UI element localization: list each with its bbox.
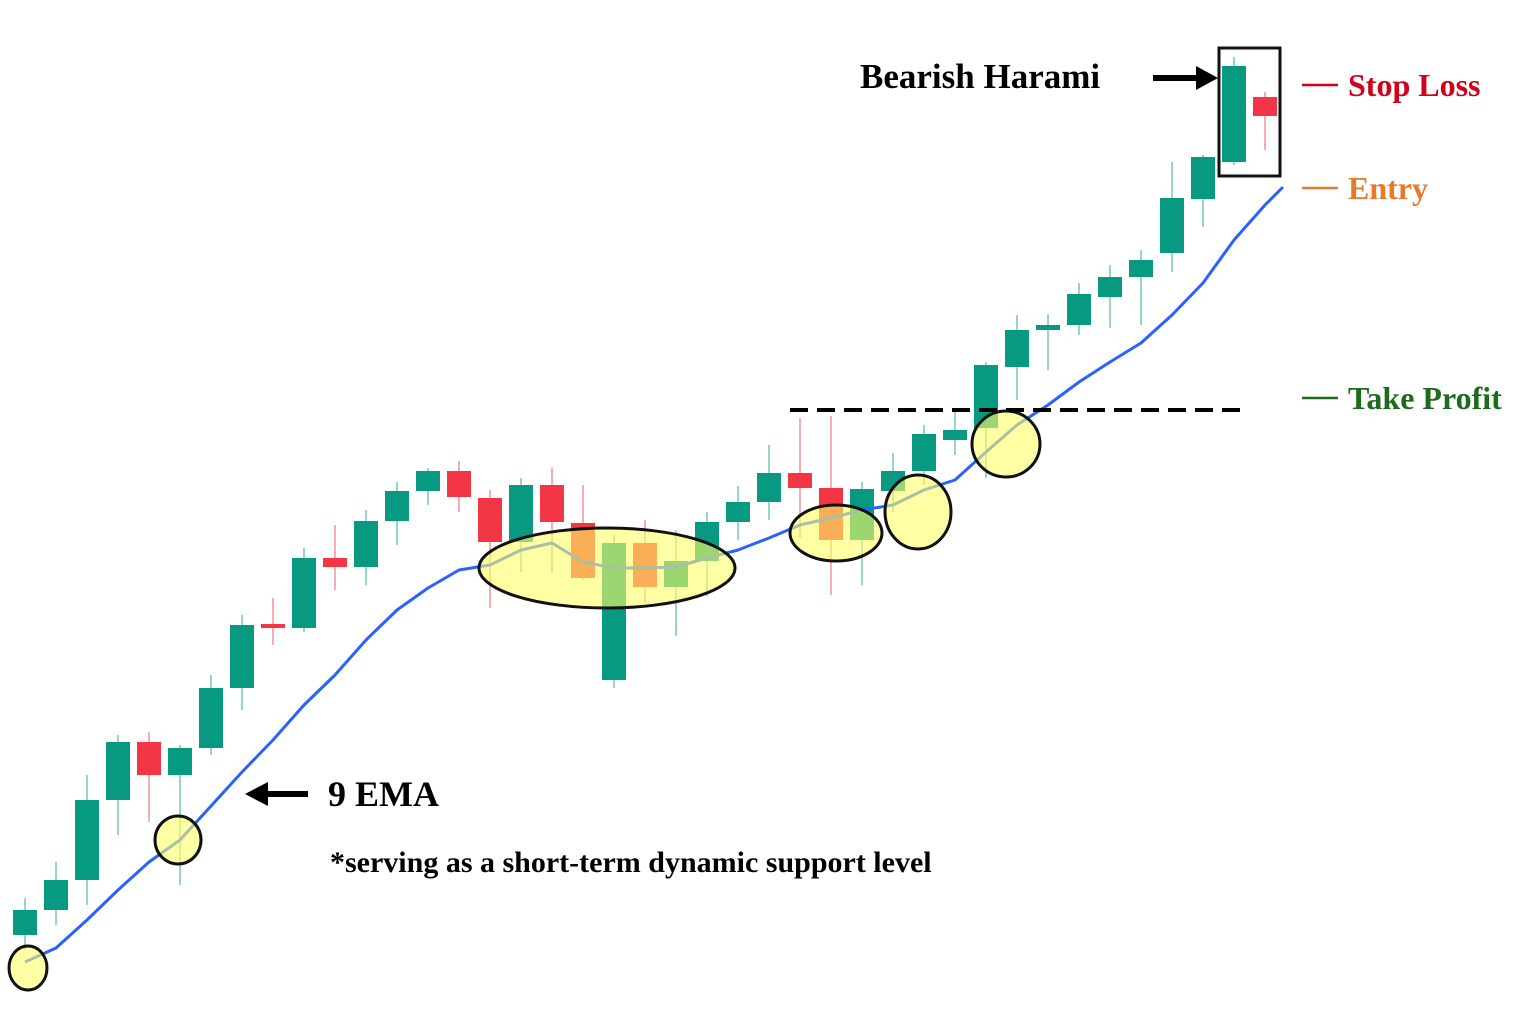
highlight-ellipses <box>7 409 1042 992</box>
candle <box>230 615 254 710</box>
candle-body <box>199 688 223 748</box>
candle <box>75 775 99 905</box>
candle-body <box>106 742 130 800</box>
candle-body <box>478 498 502 542</box>
candle <box>292 548 316 632</box>
candle-body <box>416 471 440 491</box>
candle <box>354 510 378 585</box>
candle-body <box>447 471 471 497</box>
highlight-ellipse <box>883 473 953 551</box>
candle <box>1253 92 1277 150</box>
candle-body <box>912 434 936 471</box>
candle-body <box>1098 277 1122 297</box>
candle <box>540 468 564 573</box>
pattern-label: Bearish Harami <box>860 57 1100 96</box>
candle-body <box>1036 325 1060 330</box>
candle <box>1098 265 1122 328</box>
candle <box>1222 57 1246 165</box>
candle-body <box>354 521 378 567</box>
candle <box>726 486 750 540</box>
candle-body <box>1129 260 1153 277</box>
candle <box>44 862 68 925</box>
highlight-ellipse <box>788 503 884 563</box>
highlight-ellipse <box>153 814 203 866</box>
candle <box>943 408 967 455</box>
ema-note: *serving as a short-term dynamic support… <box>330 846 932 879</box>
candle <box>757 445 781 520</box>
candle-body <box>44 880 68 910</box>
candle <box>1036 314 1060 370</box>
candle <box>416 468 440 505</box>
candle-body <box>788 473 812 488</box>
candle-body <box>1222 66 1246 162</box>
candle <box>137 732 161 822</box>
candle-body <box>540 485 564 522</box>
candle <box>199 675 223 755</box>
candle-body <box>1067 294 1091 325</box>
candle <box>509 478 533 572</box>
candle-body <box>261 624 285 628</box>
candle-body <box>230 625 254 688</box>
candle-body <box>13 910 37 935</box>
arrow-left-icon <box>245 782 308 806</box>
arrow-right-icon <box>1153 66 1218 90</box>
candle <box>261 598 285 645</box>
candle <box>13 898 37 950</box>
candle <box>1129 250 1153 325</box>
candle-body <box>292 558 316 628</box>
candle-body <box>385 491 409 521</box>
highlight-ellipse <box>477 526 737 610</box>
candle-body <box>509 485 533 542</box>
candle-body <box>1191 157 1215 199</box>
candle-body <box>168 748 192 775</box>
candle <box>323 525 347 590</box>
candle <box>385 482 409 545</box>
ema-label: 9 EMA <box>328 774 439 814</box>
take-profit-label: Take Profit <box>1348 380 1502 416</box>
candle-body <box>323 558 347 567</box>
candle <box>1067 283 1091 335</box>
candle <box>1005 315 1029 400</box>
candle <box>447 461 471 512</box>
highlight-ellipse <box>7 944 49 992</box>
candle <box>106 735 130 835</box>
candle-body <box>1160 198 1184 253</box>
candle-body <box>137 742 161 775</box>
candle-body <box>1005 330 1029 367</box>
pattern-box <box>1217 46 1282 178</box>
candle-body <box>757 473 781 502</box>
candle-body <box>75 800 99 880</box>
candle-body <box>943 430 967 440</box>
stop-loss-label: Stop Loss <box>1348 67 1481 103</box>
entry-label: Entry <box>1348 170 1428 206</box>
candle-body <box>726 502 750 522</box>
candle <box>1160 162 1184 272</box>
candle-body <box>1253 97 1277 116</box>
candle <box>1191 155 1215 227</box>
highlight-ellipse <box>970 409 1042 479</box>
candle <box>478 490 502 608</box>
